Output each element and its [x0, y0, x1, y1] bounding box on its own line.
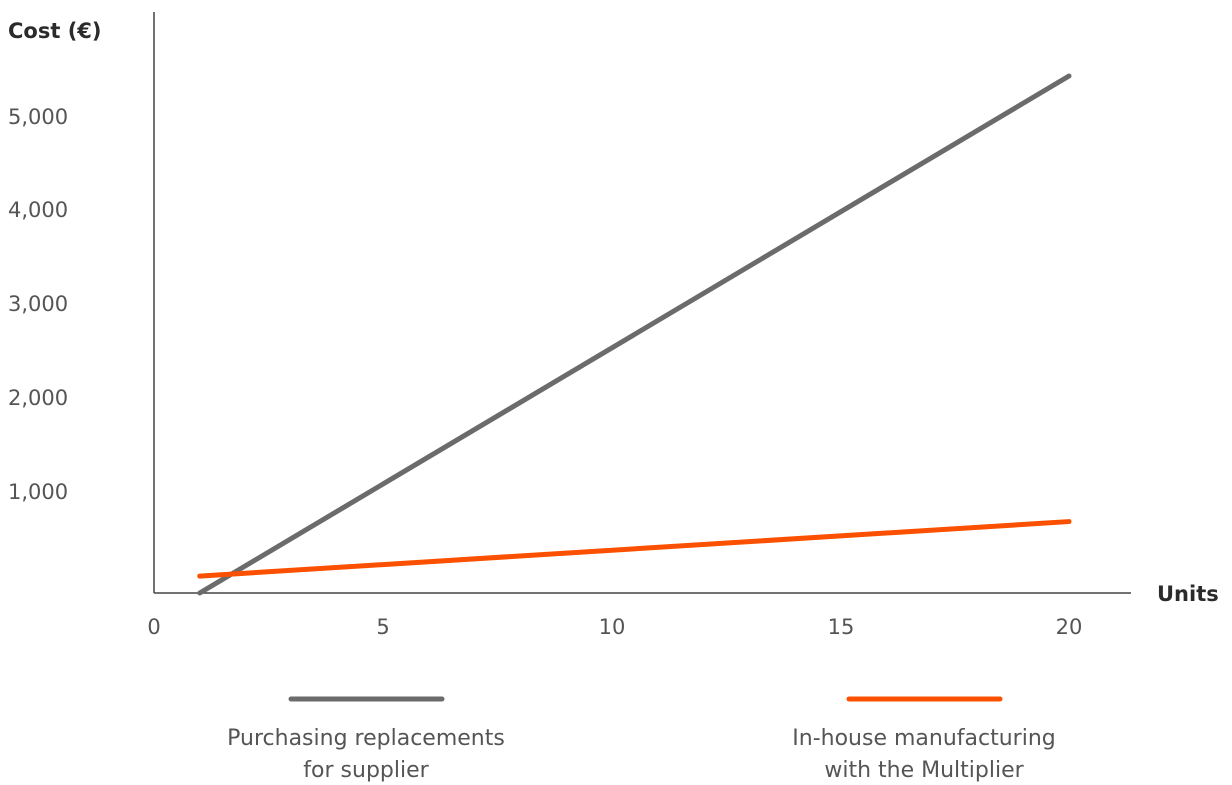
- x-tick-label: 10: [599, 615, 626, 639]
- x-axis-title: Units: [1157, 582, 1219, 606]
- series-line-purchasing: [197, 73, 1072, 596]
- series-line-inhouse: [197, 519, 1072, 579]
- y-tick-label: 4,000: [8, 198, 68, 222]
- x-tick-label: 5: [376, 615, 389, 639]
- y-tick-label: 2,000: [8, 386, 68, 410]
- y-tick-labels: 1,000 2,000 3,000 4,000 5,000: [8, 105, 68, 504]
- y-tick-label: 3,000: [8, 292, 68, 316]
- x-tick-label: 20: [1056, 615, 1083, 639]
- legend-label-purchasing-line1: Purchasing replacements: [227, 726, 505, 751]
- y-axis-title: Cost (€): [8, 19, 102, 43]
- series-layer: [197, 73, 1072, 596]
- legend-label-purchasing-line2: for supplier: [303, 758, 429, 783]
- x-tick-labels: 0 5 10 15 20: [147, 615, 1082, 639]
- legend-label-inhouse-line1: In-house manufacturing: [792, 726, 1055, 751]
- x-tick-label: 0: [147, 615, 160, 639]
- x-tick-label: 15: [828, 615, 855, 639]
- legend: Purchasing replacements for supplier In-…: [227, 696, 1056, 783]
- legend-label-inhouse-line2: with the Multiplier: [824, 758, 1024, 783]
- y-tick-label: 5,000: [8, 105, 68, 129]
- y-tick-label: 1,000: [8, 480, 68, 504]
